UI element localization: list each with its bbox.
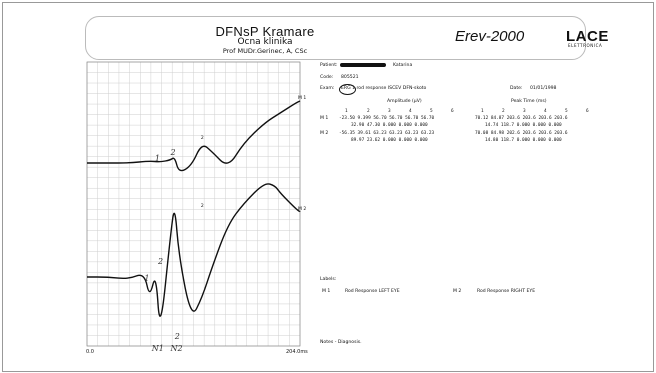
amp-col-5: 5 xyxy=(430,109,433,114)
plot-border xyxy=(86,61,301,347)
m1-amp-line1: -23.50 9.399 56.70 56.70 56.70 56.70 xyxy=(339,116,435,121)
exam-label: Exam: xyxy=(320,86,335,91)
redaction-bar xyxy=(340,63,386,67)
trace-m2 xyxy=(87,183,301,317)
date-value: 01/01/1998 xyxy=(530,86,557,91)
handwritten-annotation: 1 xyxy=(155,154,160,163)
peak-marker: 2 xyxy=(201,203,204,209)
peak-marker: 2 xyxy=(201,135,204,141)
handwritten-annotation: 2 xyxy=(174,332,180,341)
amp-col-1: 1 xyxy=(345,109,348,114)
report-header xyxy=(85,16,586,60)
code-value: 805521 xyxy=(341,75,359,80)
labels-title: Labels: xyxy=(320,277,337,282)
m2-amp-line2: 89.97 23.62 0.000 0.000 0.000 xyxy=(351,138,428,143)
clinic-author: Prof MUDr.Gerinec, A, CSc xyxy=(222,47,308,55)
x-tick-label: 0.0 xyxy=(86,349,94,355)
handwritten-annotation: 1 xyxy=(144,274,149,283)
handdrawn-circle xyxy=(339,84,356,95)
row-label-m2: M 2 xyxy=(320,131,329,136)
time-col-5: 5 xyxy=(565,109,568,114)
label-m1-text: Rod Response LEFT EYE xyxy=(345,289,400,294)
peak-time-header: Peak Time (ms) xyxy=(511,99,547,104)
clinic-subtitle: Ocna klinika xyxy=(237,37,293,47)
patient-value: Katarina xyxy=(393,63,413,68)
time-col-1: 1 xyxy=(481,109,484,114)
label-m1-tag: M 1 xyxy=(322,289,331,294)
amplitude-header: Amplitude (µV) xyxy=(387,99,422,104)
handwritten-annotation: N1 xyxy=(151,344,164,353)
m1-amp-line2: 32.90 47.30 0.000 0.000 0.000 xyxy=(351,123,428,128)
notes-diagnosis: Notes - Diagnosis. xyxy=(320,340,362,345)
label-m2-tag: M 2 xyxy=(453,289,462,294)
m2-time-line2: 14.80 118.7 0.000 0.000 0.000 xyxy=(485,138,562,143)
patient-label: Patient: xyxy=(320,63,338,68)
m1-time-line1: 70.12 84.87 203.6 203.6 203.6 203.6 xyxy=(475,116,568,121)
device-model: Erev-2000 xyxy=(455,28,525,45)
m2-amp-line1: -56.35 39.61 63.23 63.23 63.23 63.23 xyxy=(339,131,435,136)
label-m2-text: Rod Response RIGHT EYE xyxy=(477,289,536,294)
time-col-4: 4 xyxy=(544,109,547,114)
m2-time-line1: 70.08 84.98 202.6 203.6 203.6 203.6 xyxy=(475,131,568,136)
trace-m1 xyxy=(86,100,301,172)
exam-value: ERG 1 rod response ISCEV DFN-skoto xyxy=(341,86,427,91)
handwritten-annotation: N2 xyxy=(170,344,183,353)
lace-logo: LACE xyxy=(566,28,609,45)
time-col-6: 6 xyxy=(586,109,589,114)
row-label-m1: M 1 xyxy=(320,116,329,121)
handwritten-annotation: 2 xyxy=(170,148,176,157)
amp-col-6: 6 xyxy=(451,109,454,114)
handwritten-annotation: 2 xyxy=(157,257,163,266)
date-label: Date: xyxy=(510,86,523,91)
amp-col-2: 2 xyxy=(367,109,370,114)
series-tag: M 1 xyxy=(298,95,306,101)
amp-col-3: 3 xyxy=(388,109,391,114)
m1-time-line2: 14.74 118.7 0.000 0.000 0.000 xyxy=(485,123,562,128)
x-tick-label: 204.0ms xyxy=(286,349,308,355)
time-col-2: 2 xyxy=(502,109,505,114)
clinic-title: DFNsP Kramare xyxy=(215,24,315,39)
code-label: Code: xyxy=(320,75,334,80)
series-tag: M 2 xyxy=(298,206,306,212)
time-col-3: 3 xyxy=(523,109,526,114)
lace-logo-sub: ELETTRONICA xyxy=(568,43,603,48)
amp-col-4: 4 xyxy=(409,109,412,114)
